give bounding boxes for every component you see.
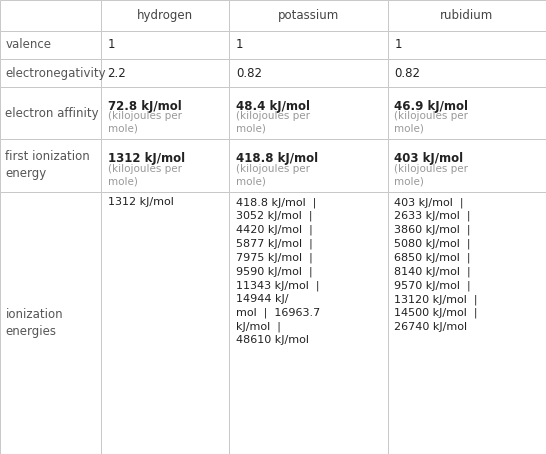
Text: (kilojoules per
mole): (kilojoules per mole): [394, 164, 468, 186]
Bar: [229, 0, 388, 31]
Text: 403 kJ/mol  |
2633 kJ/mol  |
3860 kJ/mol  |
5080 kJ/mol  |
6850 kJ/mol  |
8140 k: 403 kJ/mol | 2633 kJ/mol | 3860 kJ/mol |…: [394, 197, 478, 332]
Bar: [101, 87, 229, 139]
Text: (kilojoules per
mole): (kilojoules per mole): [394, 112, 468, 134]
Text: 418.8 kJ/mol  |
3052 kJ/mol  |
4420 kJ/mol  |
5877 kJ/mol  |
7975 kJ/mol  |
9590: 418.8 kJ/mol | 3052 kJ/mol | 4420 kJ/mol…: [236, 197, 320, 345]
Bar: [229, 192, 388, 454]
Bar: [388, 192, 546, 454]
Bar: [229, 87, 388, 139]
Bar: [388, 87, 546, 139]
Text: 0.82: 0.82: [236, 67, 262, 79]
Bar: [0, 87, 101, 139]
Bar: [101, 0, 229, 31]
Text: 418.8 kJ/mol: 418.8 kJ/mol: [236, 152, 318, 165]
Bar: [388, 59, 546, 87]
Text: electron affinity: electron affinity: [5, 107, 99, 120]
Bar: [0, 59, 101, 87]
Bar: [0, 0, 101, 31]
Text: (kilojoules per
mole): (kilojoules per mole): [108, 112, 182, 134]
Text: rubidium: rubidium: [440, 9, 494, 22]
Text: 46.9 kJ/mol: 46.9 kJ/mol: [394, 100, 468, 113]
Bar: [229, 31, 388, 59]
Text: 2.2: 2.2: [108, 67, 126, 79]
Text: 72.8 kJ/mol: 72.8 kJ/mol: [108, 100, 181, 113]
Bar: [229, 139, 388, 192]
Text: 1: 1: [394, 39, 402, 51]
Text: 1312 kJ/mol: 1312 kJ/mol: [108, 152, 185, 165]
Text: 48.4 kJ/mol: 48.4 kJ/mol: [236, 100, 310, 113]
Text: first ionization
energy: first ionization energy: [5, 150, 90, 181]
Text: ionization
energies: ionization energies: [5, 308, 63, 338]
Text: 1312 kJ/mol: 1312 kJ/mol: [108, 197, 174, 207]
Text: (kilojoules per
mole): (kilojoules per mole): [108, 164, 182, 186]
Text: 1: 1: [236, 39, 244, 51]
Bar: [388, 31, 546, 59]
Bar: [101, 139, 229, 192]
Text: electronegativity: electronegativity: [5, 67, 106, 79]
Bar: [229, 59, 388, 87]
Bar: [388, 139, 546, 192]
Bar: [101, 59, 229, 87]
Text: 0.82: 0.82: [394, 67, 420, 79]
Text: 403 kJ/mol: 403 kJ/mol: [394, 152, 464, 165]
Bar: [0, 139, 101, 192]
Text: (kilojoules per
mole): (kilojoules per mole): [236, 164, 310, 186]
Text: 1: 1: [108, 39, 115, 51]
Bar: [0, 31, 101, 59]
Text: valence: valence: [5, 39, 51, 51]
Bar: [101, 31, 229, 59]
Text: potassium: potassium: [278, 9, 339, 22]
Text: hydrogen: hydrogen: [137, 9, 193, 22]
Bar: [0, 192, 101, 454]
Bar: [388, 0, 546, 31]
Text: (kilojoules per
mole): (kilojoules per mole): [236, 112, 310, 134]
Bar: [101, 192, 229, 454]
